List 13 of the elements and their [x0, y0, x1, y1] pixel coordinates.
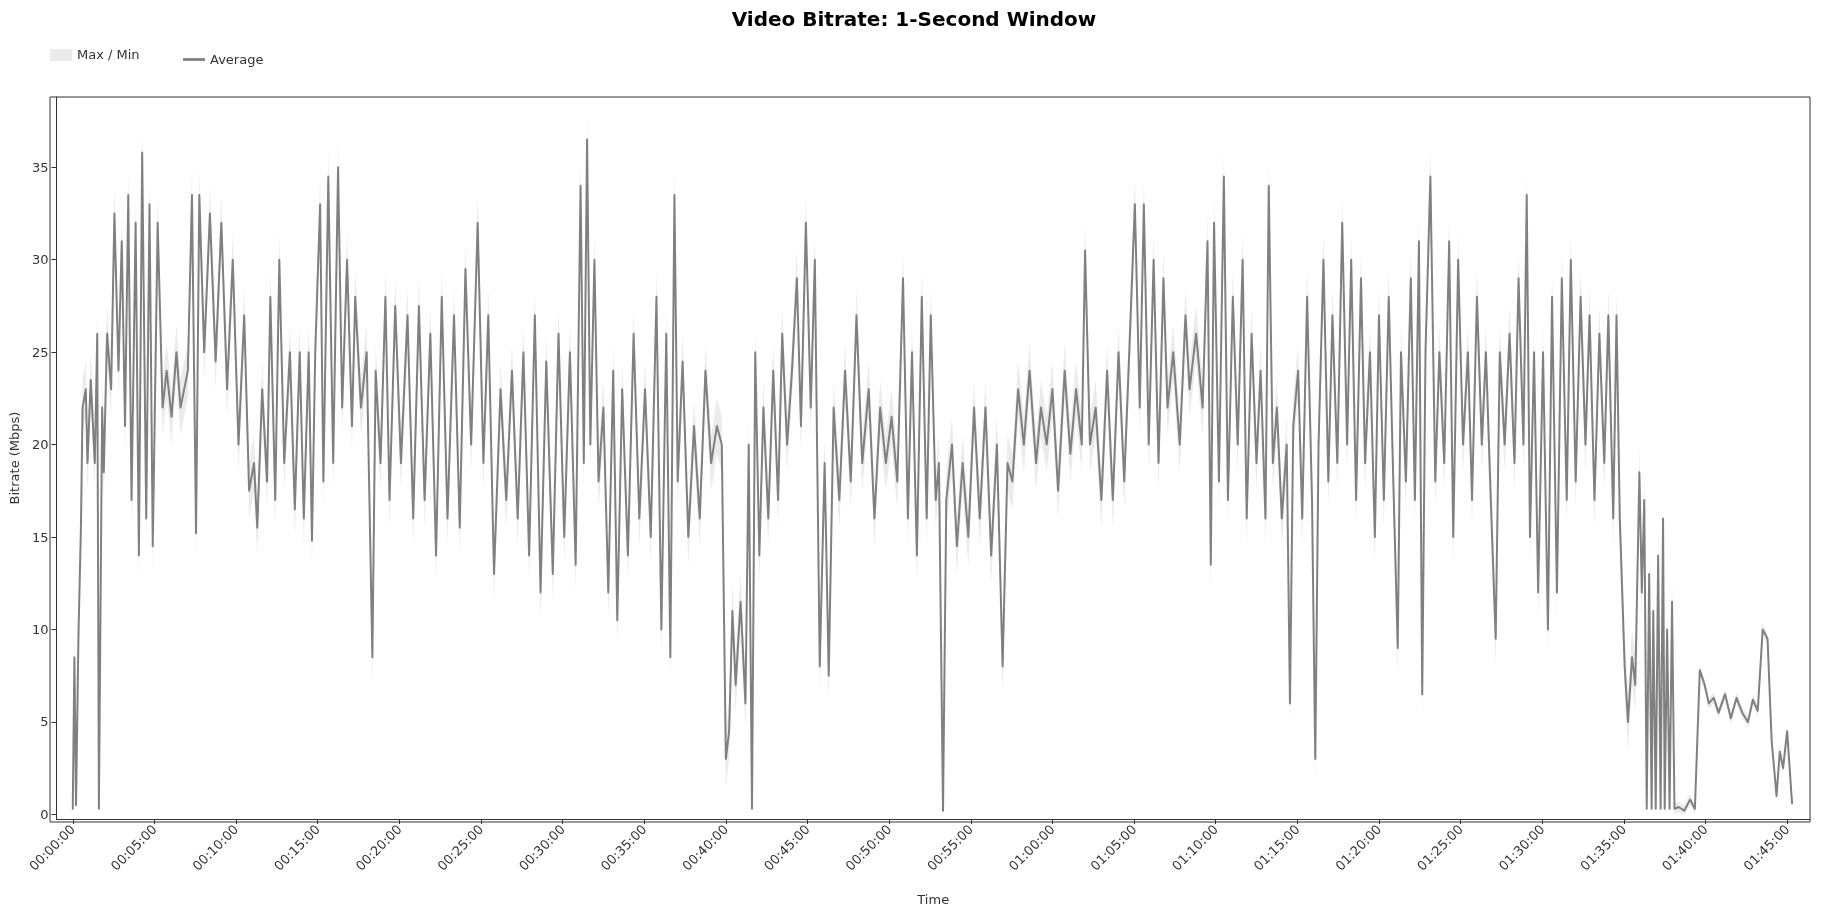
y-tick-label: 35 [31, 159, 49, 175]
y-tick-label: 0 [40, 806, 49, 822]
legend-label: Average [210, 52, 264, 67]
y-axis-title: Bitrate (Mbps) [7, 411, 22, 505]
x-axis-title: Time [916, 892, 950, 907]
y-tick-label: 10 [31, 621, 49, 637]
y-tick-label: 20 [31, 437, 49, 453]
text: Max / Min [77, 47, 140, 62]
y-tick-label: 30 [31, 252, 49, 268]
y-tick-label: 5 [40, 714, 49, 730]
y-tick-label: 15 [31, 529, 49, 545]
y-tick-label: 25 [31, 344, 49, 360]
chart-title: Video Bitrate: 1-Second Window [731, 7, 1097, 31]
